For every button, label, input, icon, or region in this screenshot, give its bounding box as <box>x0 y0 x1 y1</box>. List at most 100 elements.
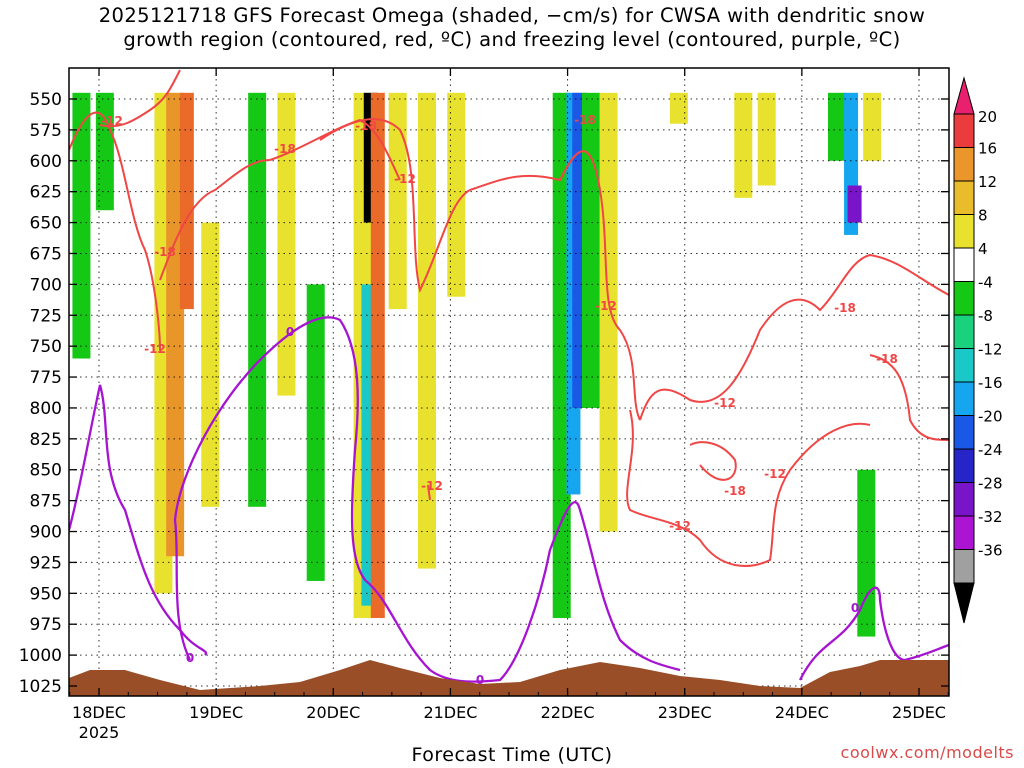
y-tick-label-925: 925 <box>30 553 62 573</box>
x-tick-label-23DEC: 23DEC <box>658 703 712 722</box>
red-contour-0 <box>69 111 161 351</box>
omega-column-19 <box>582 92 600 408</box>
x-tick-label-22DEC: 22DEC <box>541 703 595 722</box>
y-tick-label-875: 875 <box>30 492 62 512</box>
omega-column-1 <box>95 92 114 211</box>
y-tick-label-725: 725 <box>30 306 62 326</box>
x-axis-title: Forecast Time (UTC) <box>411 744 613 766</box>
omega-shading <box>72 92 882 637</box>
colorbar-top-arrow <box>953 76 975 115</box>
red-contour-label-8: -18 <box>876 352 898 366</box>
omega-column-22 <box>734 92 753 198</box>
omega-column-12 <box>370 92 385 619</box>
y-tick-label-575: 575 <box>30 121 62 141</box>
colorbar-label-6: -8 <box>978 307 993 325</box>
purple-contour-label-1: 0 <box>286 325 294 339</box>
contour-lines: -12 -18 -12 -18 -12 -18 -12 -18 -18 -12 -12 -18 -12 -… <box>69 69 949 687</box>
red-contour-label-4: -12 <box>394 172 416 186</box>
omega-column-28 <box>857 469 876 637</box>
red-contour-5 <box>869 354 949 441</box>
omega-column-14 <box>418 92 436 569</box>
omega-column-4 <box>179 92 194 310</box>
y-tick-label-1000: 1000 <box>19 646 62 666</box>
omega-column-6 <box>248 92 267 507</box>
red-contour-3 <box>319 118 641 421</box>
colorbar-label-10: -24 <box>978 441 1003 459</box>
y-tick-label-675: 675 <box>30 244 62 264</box>
omega-column-21 <box>669 92 688 124</box>
colorbar-label-1: 16 <box>978 140 997 158</box>
omega-column-3 <box>166 92 185 557</box>
red-contour-1 <box>99 69 181 128</box>
colorbar-segment-6 <box>953 314 975 349</box>
y-tick-label-625: 625 <box>30 183 62 203</box>
colorbar-label-9: -20 <box>978 408 1003 426</box>
x-tick-label-25DEC: 25DEC <box>892 703 946 722</box>
credit-link[interactable]: coolwx.com/modelts <box>840 743 1014 762</box>
omega-column-16 <box>552 92 571 619</box>
colorbar-segment-11 <box>953 482 975 517</box>
colorbar-segment-5 <box>953 281 975 316</box>
red-contour-6 <box>689 441 737 481</box>
colorbar-label-12: -32 <box>978 508 1003 526</box>
colorbar-label-13: -36 <box>978 542 1003 560</box>
colorbar-segment-10 <box>953 448 975 483</box>
omega-column-26 <box>847 185 862 223</box>
red-contour-label-3: -18 <box>274 142 296 156</box>
colorbar-segment-3 <box>953 214 975 249</box>
x-year-label: 2025 <box>79 723 120 742</box>
colorbar-bottom-arrow <box>953 582 975 624</box>
red-contour-2 <box>159 118 401 281</box>
colorbar-segment-4 <box>953 247 975 282</box>
red-contour-label-9: -12 <box>714 396 736 410</box>
omega-column-20 <box>599 92 618 532</box>
y-tick-label-825: 825 <box>30 430 62 450</box>
colorbar-segment-7 <box>953 348 975 383</box>
terrain-fill <box>69 660 949 696</box>
x-axis: 18DEC 19DEC 20DEC 21DEC 22DEC 23DEC 24DEC 25DEC… <box>69 68 949 742</box>
colorbar-segment-0 <box>953 113 975 148</box>
y-tick-label-1025: 1025 <box>19 677 62 697</box>
y-tick-label-775: 775 <box>30 368 62 388</box>
omega-column-0 <box>72 92 91 359</box>
colorbar-label-8: -16 <box>978 374 1003 392</box>
colorbar-segment-8 <box>953 381 975 416</box>
x-tick-label-20DEC: 20DEC <box>306 703 360 722</box>
y-tick-label-900: 900 <box>30 523 62 543</box>
y-tick-label-800: 800 <box>30 399 62 419</box>
colorbar-label-4: 4 <box>978 240 988 258</box>
y-tick-label-975: 975 <box>30 615 62 635</box>
colorbar-label-5: -4 <box>978 274 993 292</box>
colorbar-label-0: 20 <box>978 108 997 126</box>
y-tick-label-550: 550 <box>30 90 62 110</box>
chart-title-line2: growth region (contoured, red, ºC) and f… <box>123 28 901 51</box>
red-contour-label-5: -18 <box>574 113 596 127</box>
red-contour-4 <box>639 253 949 421</box>
y-tick-label-750: 750 <box>30 337 62 357</box>
omega-column-27 <box>863 92 882 161</box>
colorbar: 20 16 12 8 4 -4 -8 -12 -16 -20 -24 -28 -32 -36 <box>953 76 1003 624</box>
x-tick-label-21DEC: 21DEC <box>423 703 477 722</box>
red-contour-label-13: -18 <box>355 119 377 133</box>
purple-contour-0 <box>69 384 208 656</box>
purple-contour-2 <box>798 586 949 681</box>
colorbar-segment-9 <box>953 415 975 450</box>
x-tick-label-24DEC: 24DEC <box>775 703 829 722</box>
y-tick-label-700: 700 <box>30 275 62 295</box>
plot-frame <box>68 67 950 697</box>
colorbar-segment-13 <box>953 549 975 584</box>
x-tick-label-19DEC: 19DEC <box>189 703 243 722</box>
colorbar-segment-1 <box>953 147 975 182</box>
colorbar-label-2: 12 <box>978 173 997 191</box>
y-axis: 550 575 600 625 650 675 700 725 750 775 800 825 850 8… <box>19 90 949 697</box>
chart-title-line1: 2025121718 GFS Forecast Omega (shaded, −… <box>98 4 926 27</box>
y-tick-label-950: 950 <box>30 584 62 604</box>
red-contour-label-1: -18 <box>154 245 176 259</box>
red-contour-8 <box>427 484 431 501</box>
chart-title: 2025121718 GFS Forecast Omega (shaded, −… <box>0 4 1024 52</box>
omega-column-8 <box>306 284 325 581</box>
purple-contour-label-3: 0 <box>851 601 859 615</box>
y-tick-label-650: 650 <box>30 214 62 234</box>
red-contour-7 <box>626 409 871 567</box>
